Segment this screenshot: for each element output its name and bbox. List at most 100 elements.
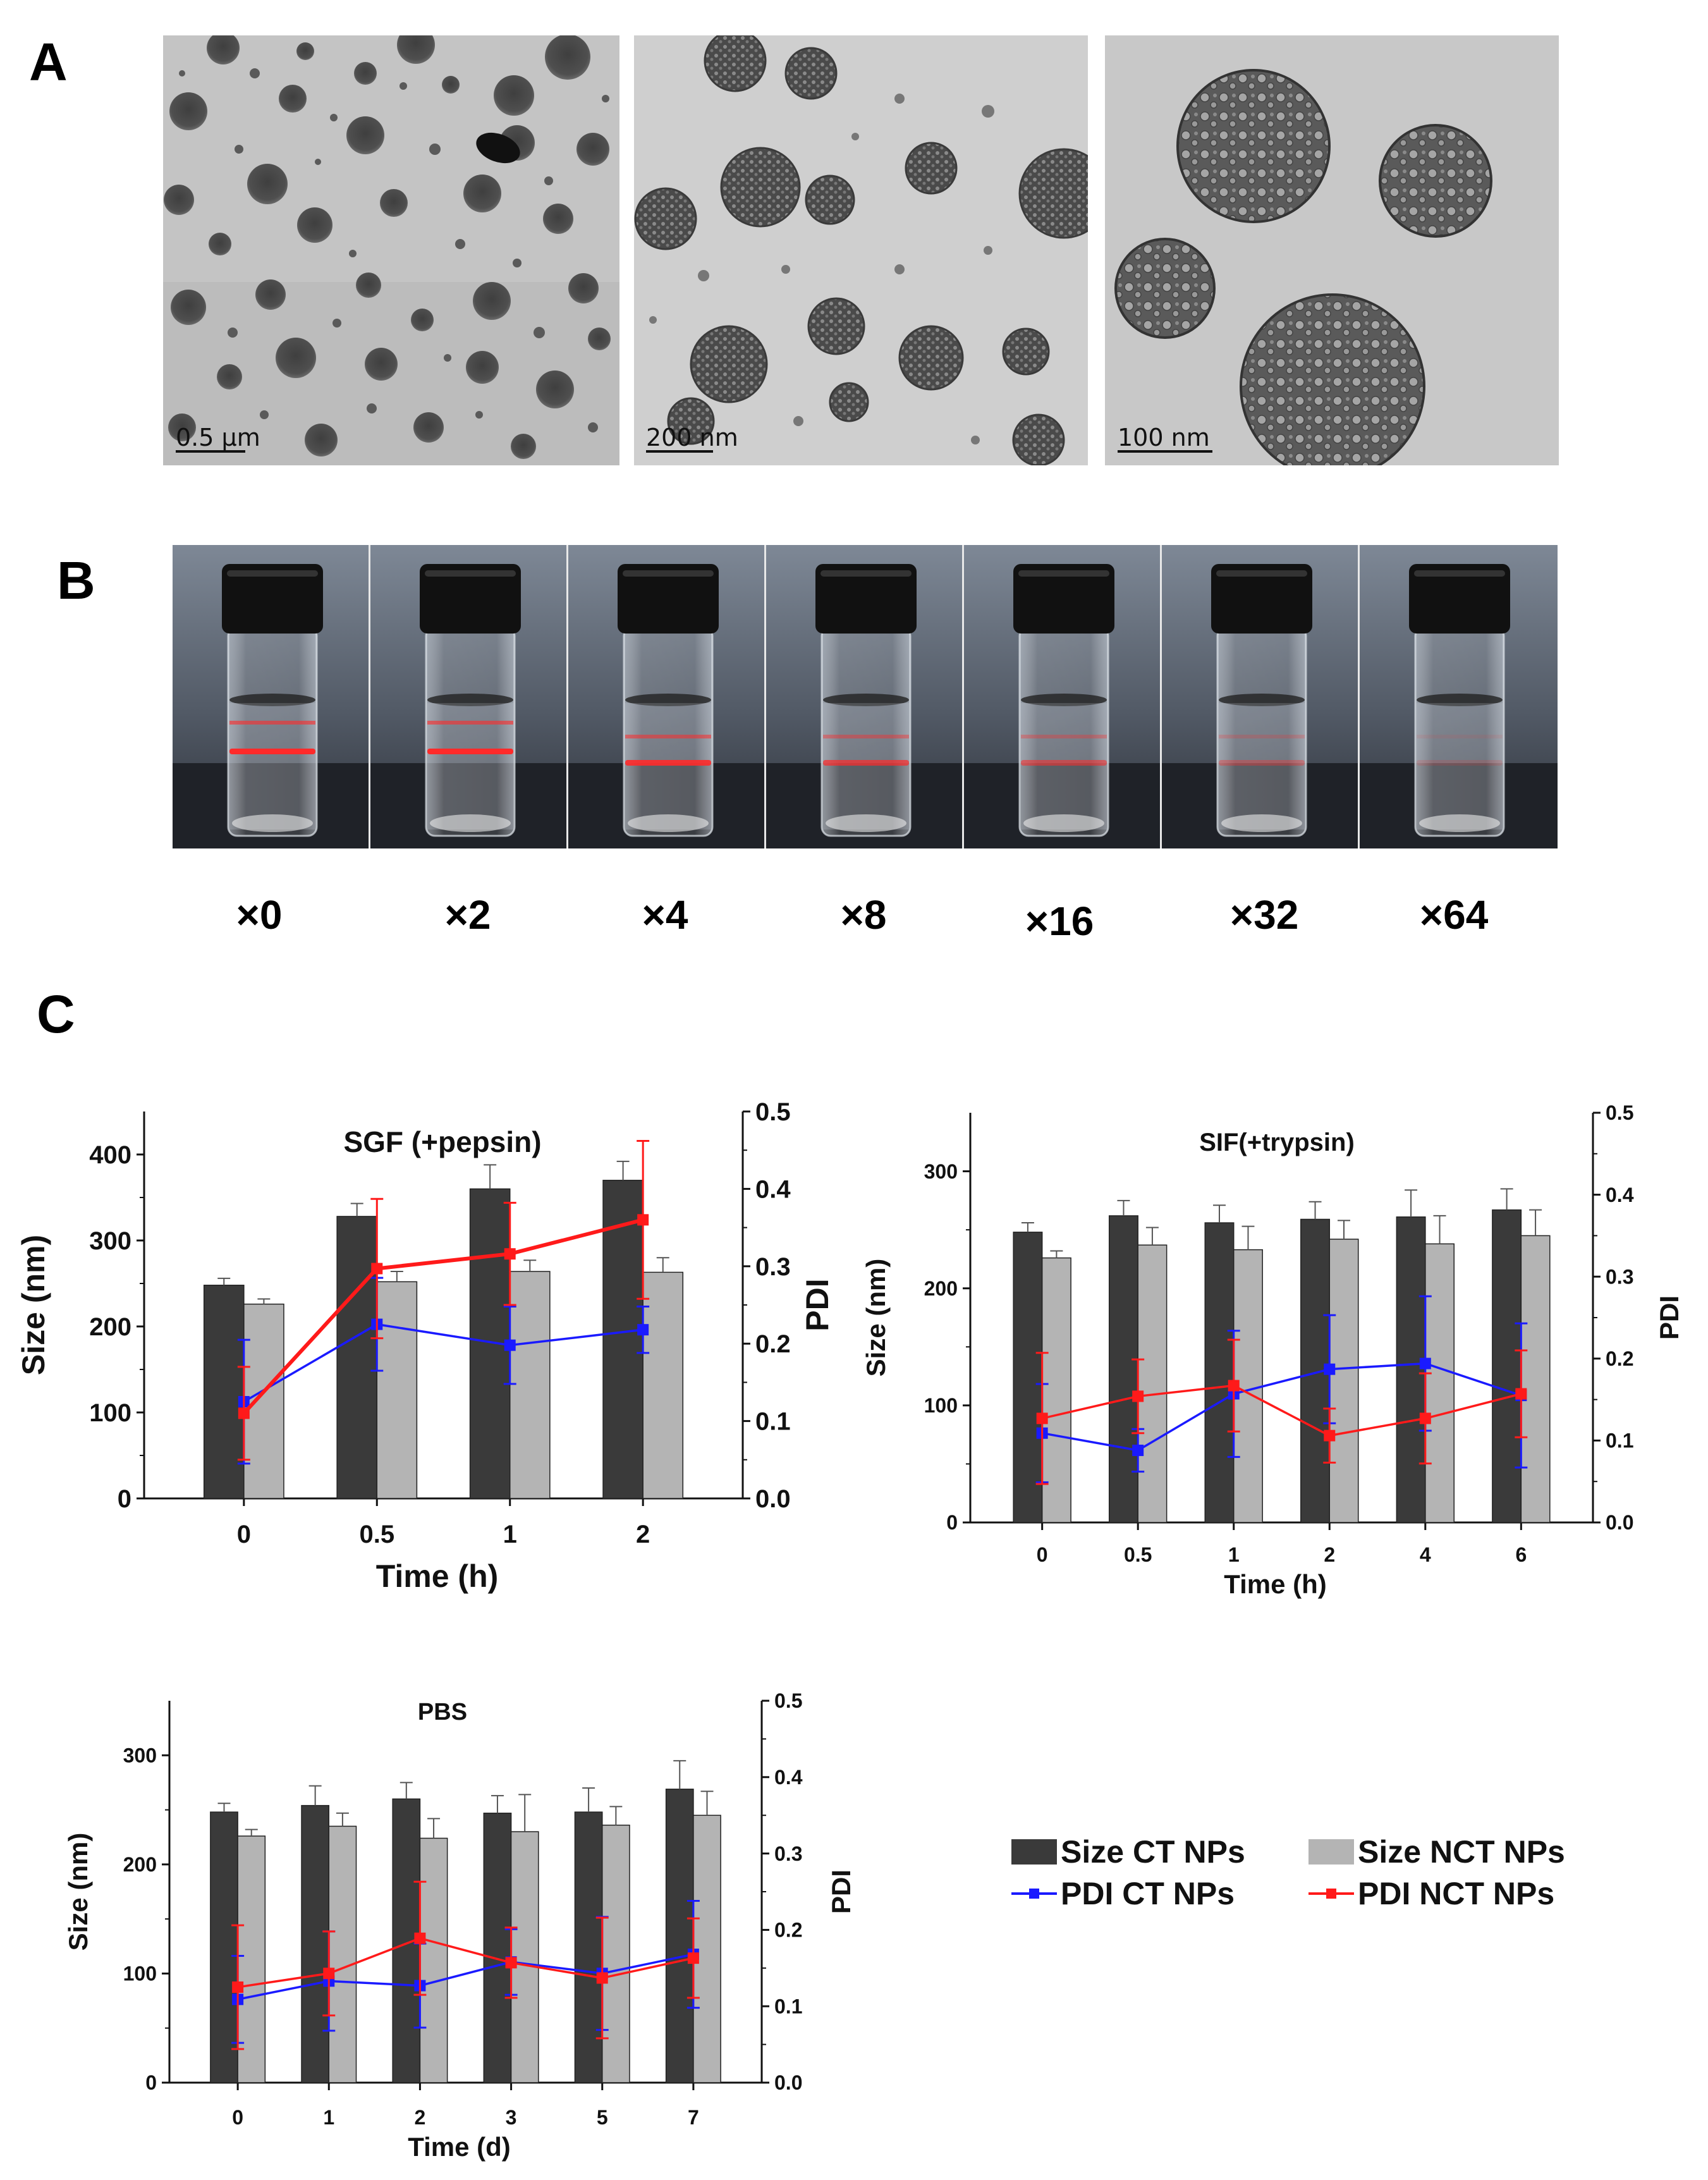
dilution-label: ×64 <box>1419 892 1489 938</box>
point-pdi-ct <box>1324 1363 1336 1375</box>
legend-label-size-nct: Size NCT NPs <box>1358 1834 1565 1870</box>
y2-tick-label: 0.5 <box>1606 1101 1633 1124</box>
y2-tick-label: 0.2 <box>755 1330 791 1358</box>
x-axis-label: Time (h) <box>1224 1569 1327 1599</box>
bar-size-ct <box>1204 1222 1235 1523</box>
tem-image-low-mag <box>163 35 619 465</box>
bar-size-nct <box>376 1281 418 1499</box>
legend-label-pdi-ct: PDI CT NPs <box>1061 1876 1235 1911</box>
y-axis-label: Size (nm) <box>63 1833 93 1951</box>
x-tick-label: 2 <box>636 1521 650 1548</box>
point-pdi-nct <box>637 1214 649 1226</box>
x-tick-label: 4 <box>1420 1543 1431 1566</box>
y-tick-label: 100 <box>89 1399 131 1427</box>
legend-label-size-ct: Size CT NPs <box>1061 1834 1245 1870</box>
point-pdi-ct <box>637 1324 649 1336</box>
panel-c-letter: C <box>37 984 75 1044</box>
line-pdi-nct <box>237 1937 694 1988</box>
dilution-label: ×0 <box>236 892 283 938</box>
y-tick-label: 200 <box>89 1313 131 1341</box>
panel-a-letter: A <box>29 32 68 92</box>
bar-size-nct <box>1520 1235 1551 1523</box>
bar-size-ct <box>301 1804 330 2083</box>
bar-size-nct <box>1329 1239 1359 1523</box>
bar-size-ct <box>665 1789 694 2083</box>
bar-size-ct <box>1492 1209 1522 1523</box>
y-tick-label: 200 <box>924 1277 958 1300</box>
y2-tick-label: 0.0 <box>755 1485 791 1513</box>
y-tick-label: 0 <box>118 1485 131 1513</box>
y-tick-label: 0 <box>145 2071 157 2094</box>
vial-photo <box>964 545 1162 848</box>
x-tick-label: 1 <box>323 2106 334 2129</box>
legend-size-ct: Size CT NPs <box>1011 1834 1245 1870</box>
y-axis-label: Size (nm) <box>16 1235 51 1375</box>
point-pdi-ct <box>1419 1357 1431 1369</box>
dilution-label: ×16 <box>1025 898 1094 944</box>
y-axis-label: Size (nm) <box>861 1259 891 1377</box>
point-pdi-nct <box>1419 1412 1431 1424</box>
y-tick-label: 100 <box>924 1394 958 1417</box>
scale-bar-1 <box>176 450 245 453</box>
vial-photo <box>766 545 964 848</box>
bar-size-nct <box>509 1271 551 1499</box>
y2-tick-label: 0.3 <box>774 1842 802 1865</box>
x-tick-label: 0 <box>1037 1543 1048 1566</box>
bar-size-nct <box>243 1303 284 1499</box>
x-tick-label: 0.5 <box>359 1521 394 1548</box>
scale-label-1: 0.5 μm <box>176 424 260 451</box>
x-tick-label: 0 <box>232 2106 243 2129</box>
point-pdi-nct <box>1324 1430 1336 1442</box>
dilution-label: ×4 <box>642 892 688 938</box>
y2-tick-label: 0.4 <box>755 1175 791 1203</box>
y2-tick-label: 0.1 <box>774 1995 802 2018</box>
vial-photo <box>1162 545 1360 848</box>
bar-size-nct <box>419 1837 448 2083</box>
bar-size-nct <box>1137 1244 1168 1523</box>
bar-size-nct <box>601 1824 630 2083</box>
line-pdi-ct <box>243 1323 644 1403</box>
point-pdi-nct <box>504 1248 516 1260</box>
chart-title: PBS <box>418 1699 467 1725</box>
point-pdi-nct <box>414 1932 426 1944</box>
point-pdi-nct <box>232 1981 244 1993</box>
bar-size-ct <box>203 1284 245 1499</box>
x-tick-label: 5 <box>597 2106 608 2129</box>
point-pdi-nct <box>1228 1380 1240 1392</box>
x-tick-label: 1 <box>1228 1543 1240 1566</box>
y-tick-label: 300 <box>924 1160 958 1183</box>
y2-tick-label: 0.2 <box>774 1919 802 1942</box>
y2-axis-label: PDI <box>800 1278 835 1331</box>
y-tick-label: 0 <box>946 1511 958 1534</box>
scale-bar-2 <box>646 450 713 453</box>
vial-photo <box>1360 545 1558 848</box>
legend-line-pdi-nct <box>1308 1881 1354 1906</box>
legend-line-pdi-ct <box>1011 1881 1057 1906</box>
point-pdi-nct <box>596 1972 608 1984</box>
y-tick-label: 300 <box>89 1227 131 1255</box>
point-pdi-ct <box>504 1339 516 1351</box>
y2-tick-label: 0.3 <box>1606 1265 1633 1288</box>
point-pdi-nct <box>238 1407 250 1419</box>
line-pdi-ct <box>237 1953 694 2001</box>
y-tick-label: 200 <box>123 1853 157 1876</box>
chart-title: SGF (+pepsin) <box>343 1125 541 1158</box>
scale-label-3: 100 nm <box>1118 424 1210 451</box>
bar-size-ct <box>483 1812 512 2083</box>
y-tick-label: 300 <box>123 1744 157 1767</box>
point-pdi-nct <box>371 1263 383 1275</box>
scale-bar-3 <box>1118 450 1212 453</box>
dilution-label: ×2 <box>444 892 491 938</box>
chart-pbs: 0 100 200 300 0.0 0.1 0.2 0.3 0.4 0.5 0 1 2 3 5 7 PBS Tim… <box>63 1689 856 2162</box>
point-pdi-nct <box>687 1952 699 1964</box>
y2-tick-label: 0.0 <box>1606 1511 1633 1534</box>
y2-tick-label: 0.3 <box>755 1253 791 1281</box>
x-tick-label: 2 <box>415 2106 426 2129</box>
legend-swatch-size-ct <box>1011 1839 1057 1865</box>
y2-tick-label: 0.4 <box>774 1766 803 1789</box>
legend-swatch-size-nct <box>1308 1839 1354 1865</box>
chart-title: SIF(+trypsin) <box>1199 1129 1355 1156</box>
bar-size-ct <box>1396 1216 1426 1523</box>
vial-photo <box>370 545 568 848</box>
y2-tick-label: 0.5 <box>774 1689 802 1712</box>
